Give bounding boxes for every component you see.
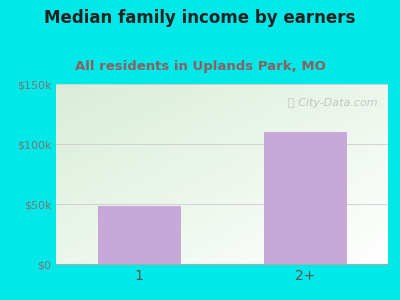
Text: Median family income by earners: Median family income by earners — [44, 9, 356, 27]
Bar — [264, 132, 346, 264]
Text: ⓘ City-Data.com: ⓘ City-Data.com — [288, 98, 378, 108]
Bar — [98, 206, 180, 264]
Text: All residents in Uplands Park, MO: All residents in Uplands Park, MO — [74, 60, 326, 73]
